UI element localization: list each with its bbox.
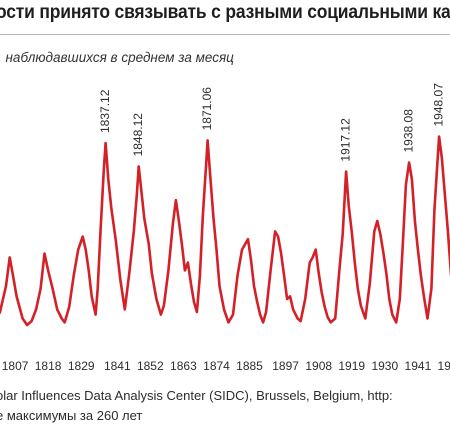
peak-label: 1848.12 <box>131 113 145 157</box>
chart-subtitle: , наблюдавшихся в среднем за месяц <box>0 50 234 65</box>
x-tick-label: 1807 <box>2 359 29 373</box>
sunspot-series-line <box>0 135 450 327</box>
peak-label: 1871.06 <box>200 87 214 131</box>
peak-label: 1837.12 <box>98 89 112 133</box>
x-tick-label: 1908 <box>305 359 332 373</box>
x-tick-label: 1941 <box>405 359 432 373</box>
x-tick-label: 1952 <box>438 359 450 373</box>
x-tick-label: 1863 <box>170 359 197 373</box>
peak-label: 1938.08 <box>401 109 415 153</box>
x-tick-label: 1841 <box>104 359 131 373</box>
x-tick-label: 1930 <box>371 359 398 373</box>
x-tick-label: 1919 <box>338 359 365 373</box>
source-note: olar Influences Data Analysis Center (SI… <box>0 388 393 403</box>
page-title: ости принято связывать с разными социаль… <box>0 2 450 23</box>
chart-caption: е максимумы за 260 лет <box>0 408 143 423</box>
x-tick-label: 1829 <box>68 359 95 373</box>
x-tick-label: 1874 <box>203 359 230 373</box>
x-tick-label: 1885 <box>236 359 263 373</box>
peak-label: 1948.07 <box>431 83 445 127</box>
x-tick-label: 1818 <box>35 359 62 373</box>
sunspot-line-chart: 1837.12 1848.12 1871.06 1917.12 1938.08 1948.… <box>0 83 450 373</box>
x-tick-label: 1897 <box>272 359 299 373</box>
x-tick-label: 1852 <box>137 359 164 373</box>
peak-label: 1917.12 <box>338 118 352 162</box>
title-divider <box>0 34 450 35</box>
